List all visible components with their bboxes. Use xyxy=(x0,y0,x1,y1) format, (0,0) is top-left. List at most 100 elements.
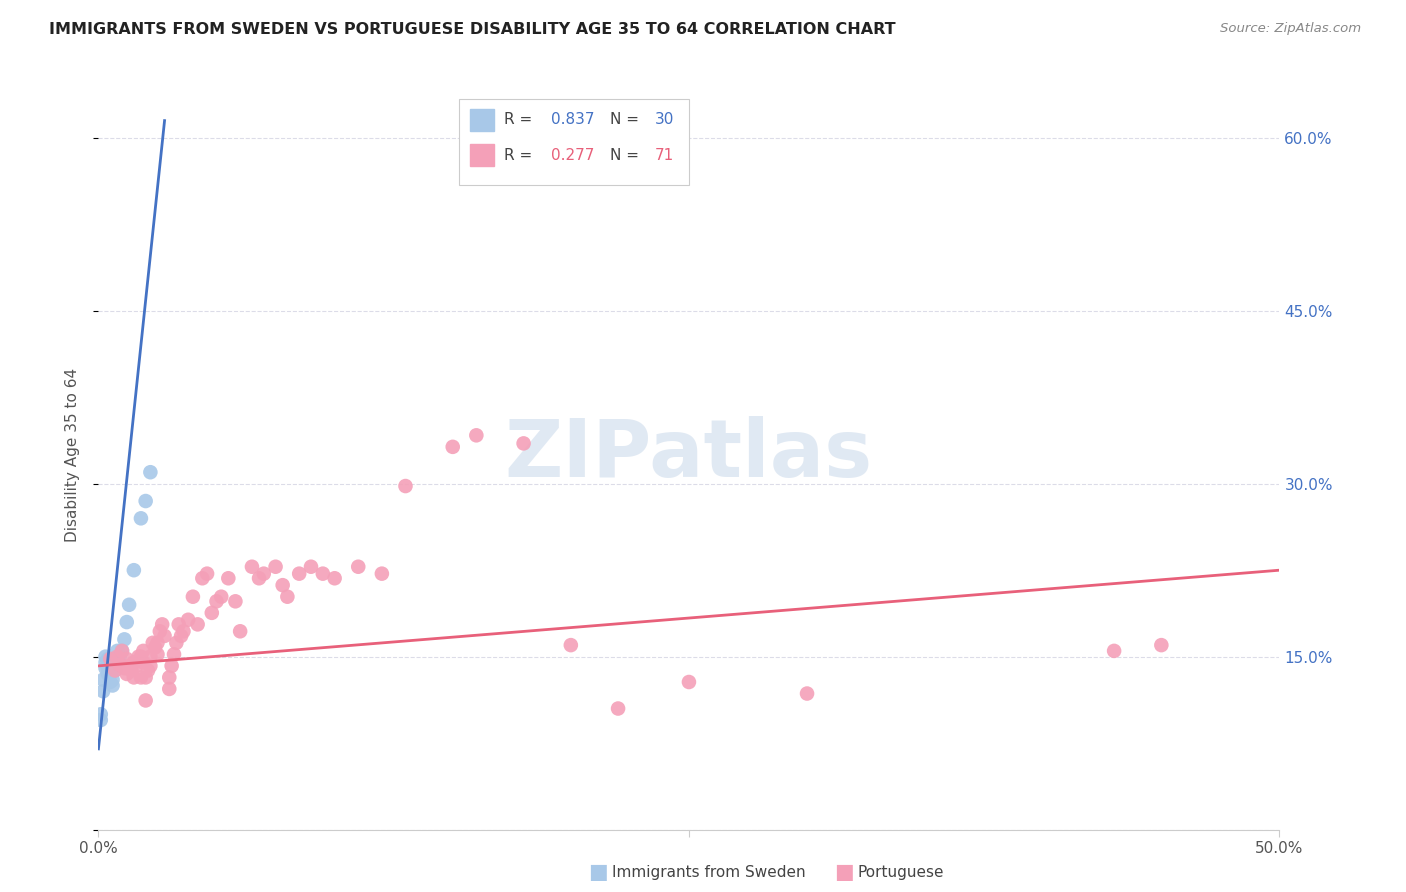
Point xyxy=(90,707,112,722)
Point xyxy=(98,667,121,681)
Point xyxy=(104,664,127,678)
Bar xyxy=(471,144,494,167)
Point xyxy=(122,563,145,577)
Point xyxy=(796,687,818,701)
Point xyxy=(146,636,169,650)
Text: Immigrants from Sweden: Immigrants from Sweden xyxy=(612,865,806,880)
Point xyxy=(299,559,322,574)
Text: 0.837: 0.837 xyxy=(551,112,595,128)
Text: 30: 30 xyxy=(655,112,673,128)
Point xyxy=(312,566,335,581)
Point xyxy=(271,578,294,592)
Point xyxy=(108,649,131,664)
Point xyxy=(150,617,173,632)
Point xyxy=(135,670,157,684)
Text: ■: ■ xyxy=(834,863,853,882)
Point xyxy=(394,479,416,493)
Text: ■: ■ xyxy=(588,863,607,882)
Point xyxy=(115,667,138,681)
Bar xyxy=(471,109,494,131)
Point xyxy=(170,629,193,643)
Point xyxy=(94,661,117,675)
Point xyxy=(146,648,169,662)
Point xyxy=(276,590,298,604)
Point xyxy=(139,465,162,479)
Text: 71: 71 xyxy=(655,148,673,162)
Point xyxy=(512,436,534,450)
Point xyxy=(125,658,148,673)
Point xyxy=(217,571,239,585)
Text: N =: N = xyxy=(610,148,644,162)
Point xyxy=(90,713,112,727)
Point xyxy=(607,701,630,715)
Point xyxy=(97,661,120,675)
Point xyxy=(129,649,152,664)
Point xyxy=(98,675,121,690)
Point xyxy=(560,638,582,652)
Point xyxy=(678,675,700,690)
Point xyxy=(181,590,204,604)
Point xyxy=(323,571,346,585)
Point xyxy=(111,644,134,658)
Point xyxy=(129,511,152,525)
Point xyxy=(371,566,394,581)
Point xyxy=(172,624,194,639)
Point xyxy=(121,664,143,678)
Point xyxy=(118,658,141,673)
Point xyxy=(115,615,138,629)
Point xyxy=(98,656,121,670)
Point xyxy=(105,652,128,666)
Point xyxy=(91,673,114,687)
FancyBboxPatch shape xyxy=(458,99,689,186)
Point xyxy=(201,606,224,620)
Point xyxy=(177,613,200,627)
Point xyxy=(104,664,127,678)
Text: 0.277: 0.277 xyxy=(551,148,595,162)
Point xyxy=(101,673,124,687)
Point xyxy=(101,658,124,673)
Point xyxy=(104,657,127,672)
Point xyxy=(441,440,464,454)
Text: Source: ZipAtlas.com: Source: ZipAtlas.com xyxy=(1220,22,1361,36)
Text: R =: R = xyxy=(503,112,537,128)
Point xyxy=(347,559,370,574)
Point xyxy=(195,566,218,581)
Point xyxy=(253,566,276,581)
Text: IMMIGRANTS FROM SWEDEN VS PORTUGUESE DISABILITY AGE 35 TO 64 CORRELATION CHART: IMMIGRANTS FROM SWEDEN VS PORTUGUESE DIS… xyxy=(49,22,896,37)
Point xyxy=(240,559,263,574)
Point xyxy=(135,693,157,707)
Point xyxy=(112,632,135,647)
Point xyxy=(97,667,120,681)
Point xyxy=(187,617,209,632)
Text: ZIPatlas: ZIPatlas xyxy=(505,416,873,494)
Point xyxy=(165,636,187,650)
Point xyxy=(143,640,166,655)
Point xyxy=(288,566,311,581)
Point xyxy=(135,494,157,508)
Point xyxy=(91,684,114,698)
Point xyxy=(139,649,162,664)
Point xyxy=(122,656,145,670)
Point xyxy=(157,681,180,696)
Point xyxy=(229,624,252,639)
Point xyxy=(163,648,186,662)
Point xyxy=(94,649,117,664)
Point xyxy=(160,658,183,673)
Point xyxy=(264,559,287,574)
Point xyxy=(98,652,121,666)
Point xyxy=(205,594,228,608)
Point xyxy=(129,670,152,684)
Point xyxy=(132,656,155,670)
Point xyxy=(465,428,488,442)
Point xyxy=(108,657,131,672)
Point xyxy=(139,658,162,673)
Point xyxy=(105,644,128,658)
Point xyxy=(1150,638,1173,652)
Point xyxy=(105,649,128,664)
Point xyxy=(209,590,232,604)
Point xyxy=(97,652,120,666)
Text: Portuguese: Portuguese xyxy=(858,865,945,880)
Point xyxy=(94,656,117,670)
Point xyxy=(157,670,180,684)
Point xyxy=(128,649,150,664)
